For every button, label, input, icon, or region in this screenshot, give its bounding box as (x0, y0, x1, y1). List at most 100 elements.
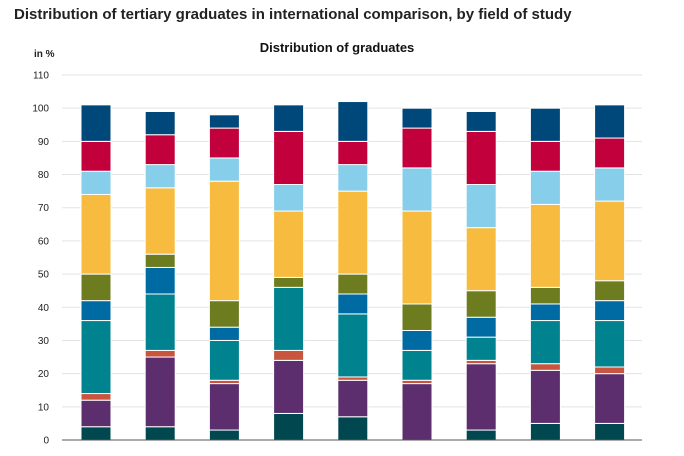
bar-segment (401, 349, 433, 381)
bar-segment (465, 184, 497, 229)
bar-segment (208, 429, 240, 441)
bar-segment (529, 422, 561, 441)
bar-segment (144, 134, 176, 166)
bar-segment (144, 349, 176, 358)
bar-segment (337, 101, 369, 142)
bar-segment (80, 140, 112, 172)
bar-segment (144, 356, 176, 428)
bar-segment (594, 422, 626, 441)
bar-segment (529, 369, 561, 424)
bar-segment (465, 336, 497, 361)
bar-segment (80, 426, 112, 441)
bar-segment (273, 349, 305, 361)
y-tick-label: 0 (43, 436, 49, 447)
bar-segment (337, 190, 369, 275)
bar-segment (594, 320, 626, 368)
bar-segment (337, 379, 369, 418)
bar-segment (208, 383, 240, 431)
bar-segment (594, 280, 626, 302)
bar-stack (144, 111, 176, 441)
bar-segment (529, 140, 561, 172)
bar-stack (273, 104, 305, 441)
bar-segment (529, 286, 561, 305)
bar-segment (465, 316, 497, 338)
bar-segment (144, 253, 176, 268)
bar-segment (594, 373, 626, 424)
bar-segment (401, 127, 433, 169)
bar-segment (401, 210, 433, 305)
bar-stack (529, 107, 561, 441)
bar-segment (144, 164, 176, 189)
bar-segment (337, 273, 369, 295)
bar-segment (273, 104, 305, 132)
bar-segment (80, 300, 112, 322)
bar-stack (337, 101, 369, 441)
bar-segment (273, 130, 305, 185)
bar-segment (80, 320, 112, 395)
y-axis-ticks: 0 10 20 30 40 50 60 70 80 90 100 110 (32, 71, 49, 447)
bar-segment (144, 266, 176, 295)
y-tick-label: 70 (38, 203, 50, 214)
y-tick-label: 10 (38, 402, 50, 413)
bar-segment (594, 104, 626, 139)
bar-segment (80, 399, 112, 428)
bar-segment (465, 227, 497, 292)
y-tick-label: 110 (33, 71, 49, 82)
bar-segment (465, 290, 497, 318)
y-tick-label: 50 (38, 270, 50, 281)
bar-segment (208, 114, 240, 129)
bar-stack (208, 114, 240, 441)
bar-segment (144, 111, 176, 136)
bar-segment (337, 293, 369, 315)
bar-segment (529, 303, 561, 322)
bar-segment (273, 210, 305, 278)
bar-segment (144, 293, 176, 351)
bar-segment (337, 140, 369, 166)
bar-segment (337, 416, 369, 441)
bar-segment (273, 286, 305, 351)
bar-segment (529, 320, 561, 365)
bar-segment (401, 383, 433, 441)
bar-segment (529, 107, 561, 142)
chart-title: Distribution of tertiary graduates in in… (14, 6, 572, 23)
bar-segment (273, 359, 305, 414)
bar-segment (80, 273, 112, 302)
bar-segment (529, 170, 561, 205)
bar-stack (594, 104, 626, 441)
bar-segment (208, 339, 240, 381)
bar-segment (465, 130, 497, 185)
bar-stack (465, 111, 497, 441)
bar-segment (144, 187, 176, 255)
y-tick-label: 20 (38, 369, 50, 380)
y-tick-label: 60 (38, 236, 50, 247)
bar-segment (529, 363, 561, 371)
y-tick-label: 30 (38, 336, 50, 347)
bar-segment (273, 276, 305, 288)
bar-segment (465, 111, 497, 132)
bar-segment (465, 363, 497, 431)
y-tick-label: 100 (32, 104, 49, 115)
bar-segment (208, 300, 240, 328)
bar-segment (594, 366, 626, 375)
y-axis-unit-label: in % (34, 49, 55, 60)
bar-stack (80, 104, 112, 441)
bar-segment (208, 157, 240, 182)
bar-segment (273, 412, 305, 441)
bar-segment (401, 167, 433, 212)
bar-segment (80, 170, 112, 195)
y-tick-label: 80 (38, 170, 50, 181)
bar-segment (337, 313, 369, 378)
y-tick-label: 90 (38, 137, 50, 148)
y-tick-label: 40 (38, 303, 50, 314)
bar-segment (208, 326, 240, 341)
bar-segment (80, 393, 112, 401)
bar-segment (594, 167, 626, 202)
bar-segment (529, 203, 561, 288)
bar-segment (465, 429, 497, 441)
bar-segment (208, 127, 240, 159)
bar-segment (337, 164, 369, 192)
bar-segment (401, 107, 433, 129)
bar-stack (401, 107, 433, 441)
bar-segment (594, 200, 626, 282)
